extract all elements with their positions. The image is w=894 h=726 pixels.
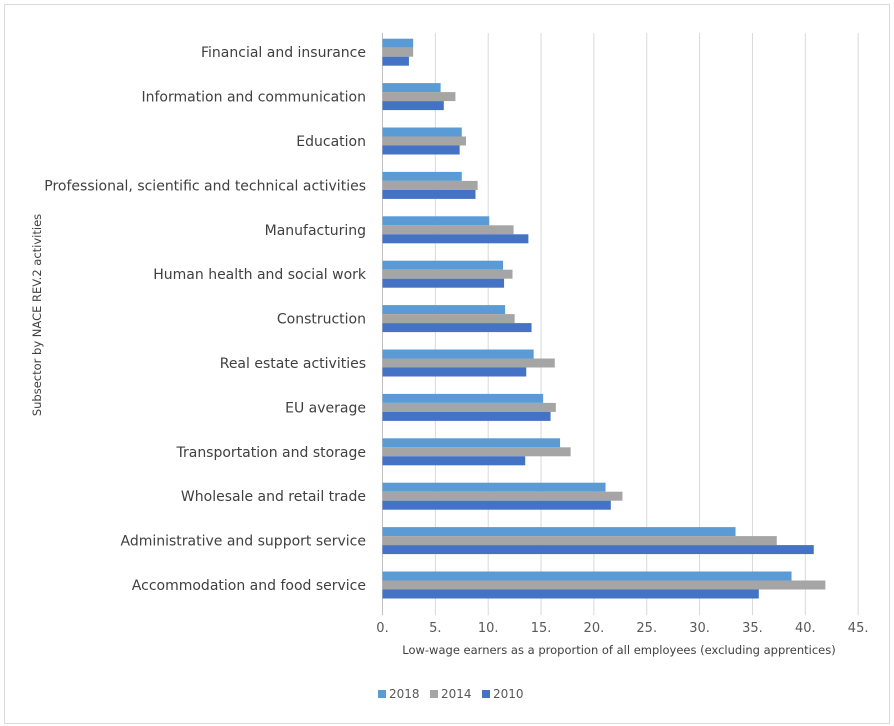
x-tick-label: 30.	[689, 621, 710, 636]
legend-label: 2018	[389, 687, 420, 701]
bar-2014	[382, 136, 467, 146]
category-label: Human health and social work	[153, 267, 367, 283]
bar-2018	[382, 216, 490, 226]
bar-2018	[382, 482, 606, 492]
bar-2014	[382, 180, 478, 190]
bar-2010	[382, 589, 759, 599]
bar-2014	[382, 92, 456, 102]
bar-2014	[382, 402, 556, 412]
bar-2018	[382, 349, 534, 359]
bar-2010	[382, 101, 444, 111]
category-label: Transportation and storage	[175, 445, 366, 461]
bar-2010	[382, 500, 611, 510]
y-axis-label: Subsector by NACE REV.2 activities	[30, 214, 44, 416]
x-tick-label: 40.	[795, 621, 816, 636]
bar-2010	[382, 234, 529, 244]
bar-2018	[382, 83, 441, 93]
bar-2018	[382, 393, 544, 403]
legend-swatch-2014	[430, 690, 438, 698]
bar-2010	[382, 189, 476, 199]
bar-2014	[382, 269, 513, 279]
legend-label: 2014	[441, 687, 472, 701]
x-tick-label: 5.	[429, 621, 441, 636]
bar-2010	[382, 323, 532, 333]
bar-2010	[382, 56, 409, 66]
bar-2018	[382, 527, 736, 537]
bar-2018	[382, 438, 561, 448]
bar-2010	[382, 411, 551, 421]
category-label: Education	[296, 134, 366, 150]
bar-2018	[382, 305, 506, 315]
bar-2014	[382, 580, 826, 590]
bar-2010	[382, 145, 460, 155]
bar-2014	[382, 225, 514, 235]
bar-2018	[382, 127, 462, 137]
bar-2014	[382, 536, 777, 546]
bar-2018	[382, 171, 462, 181]
bar-2018	[382, 571, 792, 581]
category-label: Administrative and support service	[121, 534, 367, 550]
x-tick-label: 35.	[742, 621, 763, 636]
bar-2014	[382, 314, 515, 324]
category-label: Information and communication	[141, 90, 366, 106]
category-label: Manufacturing	[265, 223, 366, 239]
bar-2014	[382, 491, 623, 501]
category-label: EU average	[285, 400, 366, 416]
bar-2010	[382, 278, 505, 288]
bar-2010	[382, 545, 814, 555]
bar-2018	[382, 38, 414, 48]
bar-2014	[382, 358, 555, 368]
category-label: Professional, scientific and technical a…	[44, 178, 366, 194]
x-tick-label: 25.	[636, 621, 657, 636]
category-label: Construction	[277, 312, 366, 328]
x-tick-label: 15.	[531, 621, 552, 636]
x-tick-label: 20.	[584, 621, 605, 636]
category-label: Financial and insurance	[201, 45, 366, 61]
category-label: Accommodation and food service	[132, 578, 366, 594]
category-label: Real estate activities	[220, 356, 366, 372]
x-tick-label: 0.	[376, 621, 388, 636]
category-label: Wholesale and retail trade	[181, 489, 366, 505]
bar-2014	[382, 447, 571, 457]
bar-2018	[382, 260, 503, 270]
x-tick-label: 45.	[848, 621, 869, 636]
legend-swatch-2018	[378, 690, 386, 698]
bar-2014	[382, 47, 414, 57]
x-axis-label: Low-wage earners as a proportion of all …	[402, 643, 835, 657]
bar-2010	[382, 367, 527, 377]
legend-swatch-2010	[482, 690, 490, 698]
x-tick-label: 10.	[478, 621, 499, 636]
bar-2010	[382, 456, 526, 466]
legend-label: 2010	[493, 687, 524, 701]
